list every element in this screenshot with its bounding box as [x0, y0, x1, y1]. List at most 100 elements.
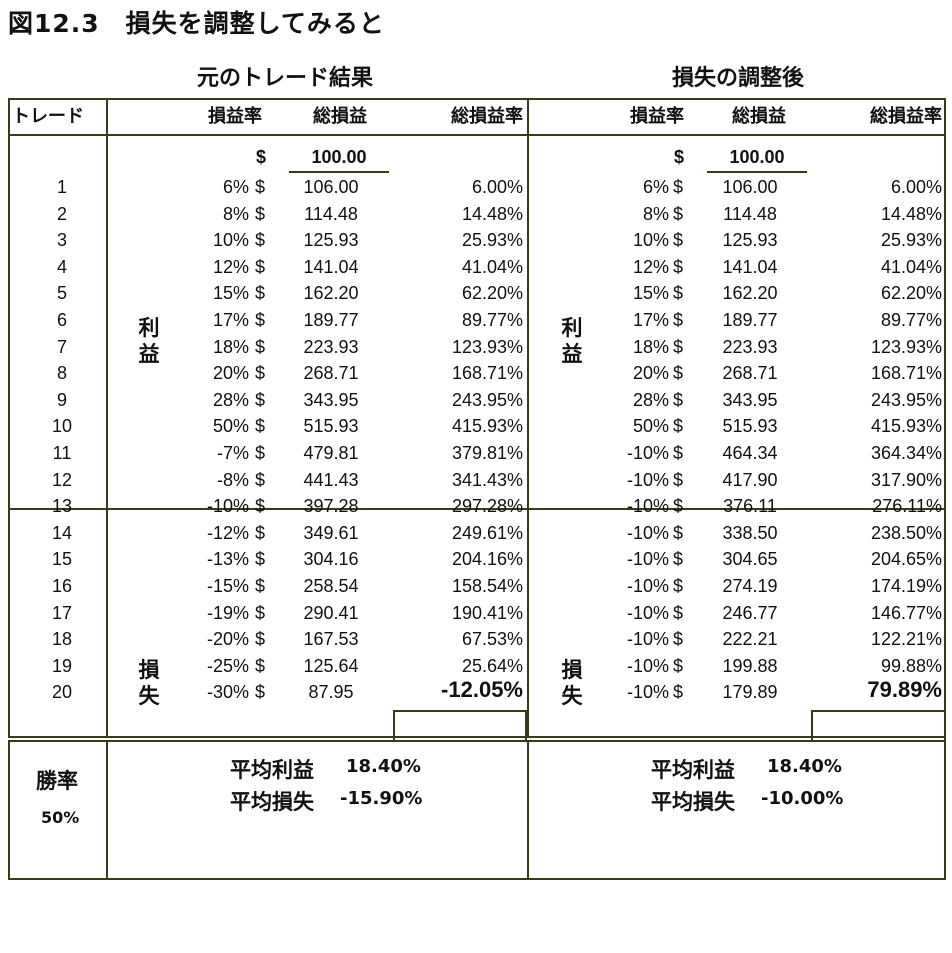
left-rate: -20% [206, 629, 249, 650]
left-rate: -8% [216, 469, 249, 490]
left-rate: 18% [212, 336, 249, 357]
left-total: 87.95 [308, 682, 354, 703]
right-currency: $ [673, 283, 684, 304]
right-rate: 6% [642, 177, 669, 197]
header-right-rate: 損益率 [630, 106, 684, 127]
right-currency: $ [673, 177, 684, 197]
right-rate: -10% [626, 496, 669, 517]
left-currency: $ [255, 310, 266, 330]
left-total-rate: 341.43% [451, 469, 523, 490]
summary-box [8, 740, 946, 880]
right-currency: $ [673, 389, 684, 410]
trade-number: 12 [51, 469, 73, 490]
right-rate: -10% [626, 522, 669, 543]
right-total-rate: 123.93% [870, 336, 942, 357]
left-total-rate: 190.41% [451, 602, 523, 623]
right-total-rate: 62.20% [880, 283, 942, 304]
right-total-rate: 276.11% [872, 496, 942, 517]
right-avg-loss-label: 平均損失 [651, 790, 735, 814]
right-total: 179.89 [722, 682, 778, 703]
figure-title: 図12.3 損失を調整してみると [8, 9, 385, 38]
right-rate: 10% [632, 230, 669, 251]
right-total-rate: 99.88% [880, 655, 942, 676]
right-currency: $ [673, 629, 684, 650]
left-total-rate: 297.28% [451, 496, 523, 517]
trade-number: 7 [56, 336, 67, 357]
right-total: 515.93 [722, 416, 778, 437]
win-rate-label: 勝率 [36, 769, 78, 793]
left-rate: -15% [206, 576, 249, 596]
win-rate-value: 50% [41, 808, 80, 827]
right-rate: 50% [632, 416, 669, 437]
left-total: 258.54 [303, 576, 359, 596]
right-total-rate: 146.77% [870, 602, 942, 623]
left-currency: $ [255, 522, 266, 543]
left-currency: $ [255, 230, 266, 251]
right-total-rate: 238.50% [870, 522, 942, 543]
right-loss-label-1: 損 [561, 658, 583, 682]
right-currency: $ [673, 203, 684, 224]
right-total: 246.77 [722, 602, 778, 623]
right-total-rate: 415.93% [870, 416, 942, 437]
left-total: 114.48 [304, 203, 358, 224]
left-total: 125.93 [303, 230, 359, 251]
left-rate: -7% [216, 443, 249, 463]
left-rate: -12% [206, 522, 249, 543]
right-currency: $ [673, 310, 684, 330]
right-total-rate: 168.71% [870, 363, 942, 384]
left-currency: $ [255, 496, 266, 517]
left-total-rate: 415.93% [451, 416, 523, 437]
right-currency: $ [673, 522, 684, 543]
right-total: 106.00 [722, 177, 778, 197]
right-currency: $ [673, 336, 684, 357]
right-profit-label-2: 益 [561, 342, 583, 366]
left-currency: $ [255, 363, 266, 384]
left-total: 397.28 [303, 496, 359, 517]
left-currency: $ [255, 389, 266, 410]
left-group-title: 元のトレード結果 [197, 66, 374, 91]
left-total: 343.95 [303, 389, 359, 410]
left-currency: $ [255, 629, 266, 650]
right-rate: 17% [632, 310, 669, 330]
right-rate: 28% [632, 389, 669, 410]
header-right-total-rate: 総損益率 [870, 106, 942, 127]
group-divider [527, 98, 529, 738]
left-rate: 50% [212, 416, 249, 437]
trade-number: 3 [56, 230, 67, 251]
right-total: 125.93 [722, 230, 778, 251]
right-total: 199.88 [722, 655, 778, 676]
left-rate: 15% [212, 283, 249, 304]
left-total-rate: 123.93% [451, 336, 523, 357]
right-total: 114.48 [723, 203, 777, 224]
right-total-rate: 243.95% [870, 389, 942, 410]
right-rate: -10% [626, 655, 669, 676]
left-total-rate: 158.54% [451, 576, 523, 596]
trade-number: 20 [51, 682, 73, 703]
left-total: 106.00 [303, 177, 359, 197]
right-total: 417.90 [722, 469, 778, 490]
header-left-total: 総損益 [313, 106, 367, 127]
left-avg-profit-value: 18.40% [346, 756, 421, 777]
right-rate: 15% [632, 283, 669, 304]
summary-divider-1 [106, 740, 108, 880]
left-total: 167.53 [303, 629, 359, 650]
trade-number: 10 [51, 416, 73, 437]
left-avg-loss-value: -15.90% [340, 788, 423, 809]
right-total-rate: 174.19% [870, 576, 942, 596]
trade-number: 8 [56, 363, 67, 384]
right-rate: -10% [626, 469, 669, 490]
left-total-rate: 67.53% [461, 629, 523, 650]
left-rate: -13% [206, 549, 249, 570]
left-rate: 20% [212, 363, 249, 384]
right-total: 162.20 [722, 283, 778, 304]
left-total: 441.43 [303, 469, 359, 490]
right-currency: $ [673, 576, 684, 596]
right-total: 223.93 [722, 336, 778, 357]
left-currency: $ [255, 443, 266, 463]
right-avg-profit-value: 18.40% [767, 756, 842, 777]
trade-number: 9 [56, 389, 67, 410]
left-rate: -30% [206, 682, 249, 703]
right-final-box [811, 710, 946, 742]
left-total: 223.93 [303, 336, 359, 357]
left-profit-label-1: 利 [138, 316, 160, 340]
